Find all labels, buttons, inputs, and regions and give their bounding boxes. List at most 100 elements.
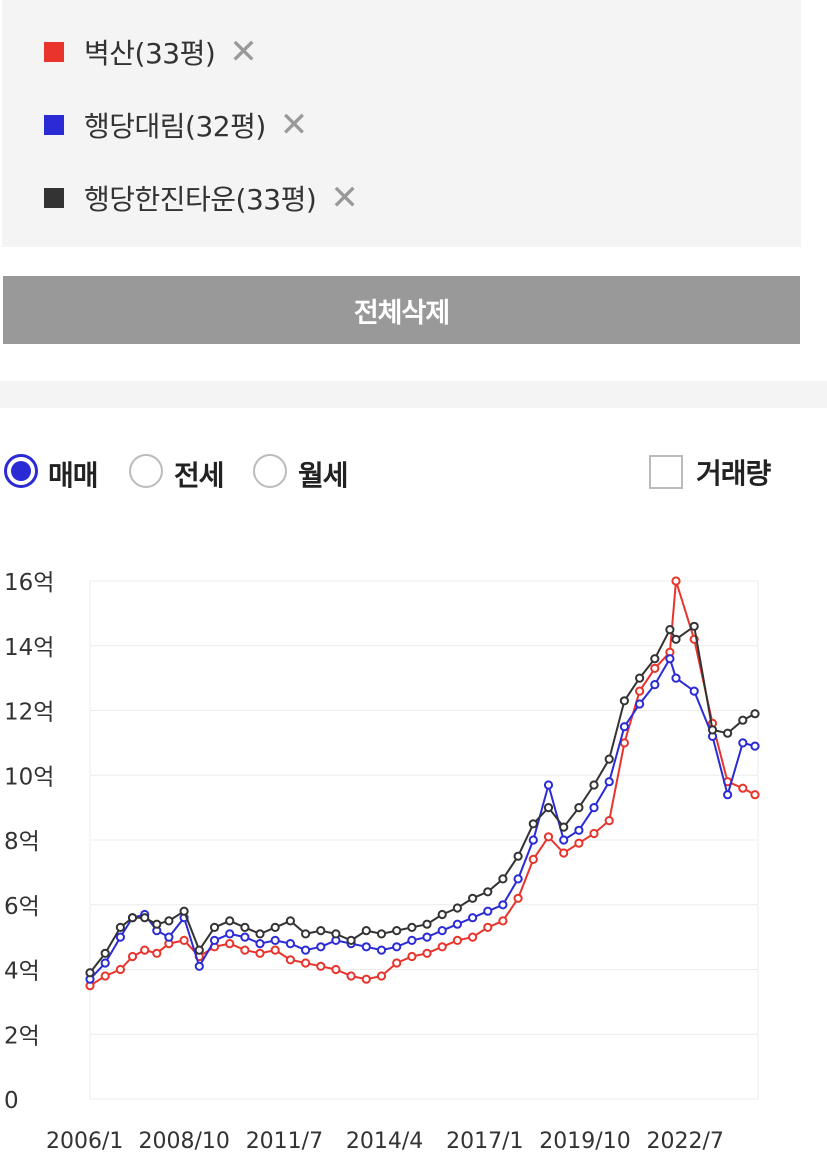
data-point[interactable]: [301, 945, 311, 955]
data-point[interactable]: [665, 654, 675, 664]
data-point[interactable]: [392, 926, 402, 936]
data-point[interactable]: [285, 955, 295, 965]
data-point[interactable]: [376, 945, 387, 955]
data-point[interactable]: [316, 926, 326, 936]
data-point[interactable]: [316, 961, 326, 971]
data-point[interactable]: [270, 945, 280, 955]
data-point[interactable]: [100, 971, 110, 981]
data-point[interactable]: [270, 922, 280, 932]
data-point[interactable]: [407, 935, 417, 945]
data-point[interactable]: [240, 932, 250, 942]
data-point[interactable]: [301, 929, 311, 939]
data-point[interactable]: [152, 919, 162, 929]
data-point[interactable]: [738, 738, 748, 748]
data-point[interactable]: [331, 929, 341, 939]
data-point[interactable]: [115, 964, 126, 975]
data-point[interactable]: [498, 916, 508, 926]
radio-jeonse-label[interactable]: 전세: [174, 459, 225, 492]
data-point[interactable]: [346, 935, 356, 945]
data-point[interactable]: [650, 654, 660, 664]
data-point[interactable]: [209, 922, 220, 932]
data-point[interactable]: [437, 909, 447, 920]
data-point[interactable]: [689, 621, 699, 631]
data-point[interactable]: [285, 916, 295, 926]
data-point[interactable]: [422, 948, 432, 958]
data-point[interactable]: [240, 922, 250, 932]
data-point[interactable]: [589, 780, 599, 790]
close-icon[interactable]: ✕: [330, 178, 359, 218]
close-icon[interactable]: ✕: [229, 32, 258, 72]
data-point[interactable]: [194, 945, 204, 955]
data-point[interactable]: [468, 913, 478, 923]
data-point[interactable]: [528, 819, 538, 829]
data-point[interactable]: [316, 942, 326, 952]
data-point[interactable]: [301, 958, 311, 968]
data-point[interactable]: [559, 835, 569, 845]
data-point[interactable]: [559, 822, 569, 832]
data-point[interactable]: [589, 828, 599, 839]
data-point[interactable]: [635, 686, 645, 696]
data-point[interactable]: [738, 783, 748, 793]
data-point[interactable]: [528, 835, 538, 845]
data-point[interactable]: [392, 958, 402, 968]
data-point[interactable]: [194, 961, 204, 971]
data-point[interactable]: [619, 696, 630, 706]
data-point[interactable]: [689, 686, 699, 696]
radio-monthly-rent-label[interactable]: 월세: [298, 459, 349, 492]
data-point[interactable]: [750, 790, 760, 800]
data-point[interactable]: [483, 887, 493, 897]
data-point[interactable]: [559, 848, 569, 858]
data-point[interactable]: [452, 903, 462, 913]
data-point[interactable]: [225, 916, 235, 926]
data-point[interactable]: [255, 948, 265, 958]
data-point[interactable]: [665, 625, 675, 635]
data-point[interactable]: [437, 942, 447, 952]
data-point[interactable]: [407, 922, 417, 932]
data-point[interactable]: [750, 741, 760, 751]
data-point[interactable]: [635, 673, 645, 683]
data-point[interactable]: [346, 971, 356, 981]
data-point[interactable]: [127, 951, 138, 962]
data-point[interactable]: [179, 935, 189, 945]
data-point[interactable]: [723, 790, 733, 800]
data-point[interactable]: [468, 893, 478, 903]
data-point[interactable]: [574, 803, 584, 813]
data-point[interactable]: [452, 919, 462, 929]
radio-sale-label[interactable]: 매매: [48, 459, 99, 492]
data-point[interactable]: [723, 728, 733, 738]
data-point[interactable]: [498, 874, 508, 884]
data-point[interactable]: [513, 874, 523, 884]
radio-jeonse[interactable]: [129, 454, 163, 488]
data-point[interactable]: [604, 777, 614, 787]
data-point[interactable]: [671, 576, 681, 586]
data-point[interactable]: [589, 803, 599, 813]
data-point[interactable]: [361, 974, 371, 984]
data-point[interactable]: [528, 854, 538, 864]
data-point[interactable]: [437, 926, 447, 936]
data-point[interactable]: [255, 929, 265, 939]
data-point[interactable]: [225, 929, 235, 939]
data-point[interactable]: [498, 900, 508, 910]
data-point[interactable]: [376, 929, 387, 939]
data-point[interactable]: [574, 838, 584, 848]
data-point[interactable]: [513, 893, 523, 903]
data-point[interactable]: [376, 971, 387, 981]
data-point[interactable]: [140, 945, 150, 955]
data-point[interactable]: [164, 916, 174, 926]
radio-monthly-rent[interactable]: [253, 454, 287, 488]
data-point[interactable]: [240, 945, 250, 955]
data-point[interactable]: [483, 922, 493, 932]
data-point[interactable]: [407, 951, 417, 962]
data-point[interactable]: [619, 722, 630, 732]
delete-all-button[interactable]: 전체삭제: [3, 276, 800, 344]
data-point[interactable]: [140, 913, 150, 923]
data-point[interactable]: [285, 939, 295, 949]
data-point[interactable]: [392, 942, 402, 952]
data-point[interactable]: [152, 948, 162, 958]
data-point[interactable]: [452, 935, 462, 945]
close-icon[interactable]: ✕: [279, 105, 309, 145]
data-point[interactable]: [513, 851, 523, 861]
data-point[interactable]: [543, 803, 554, 813]
volume-checkbox-label[interactable]: 거래량: [696, 457, 771, 490]
data-point[interactable]: [604, 754, 614, 764]
